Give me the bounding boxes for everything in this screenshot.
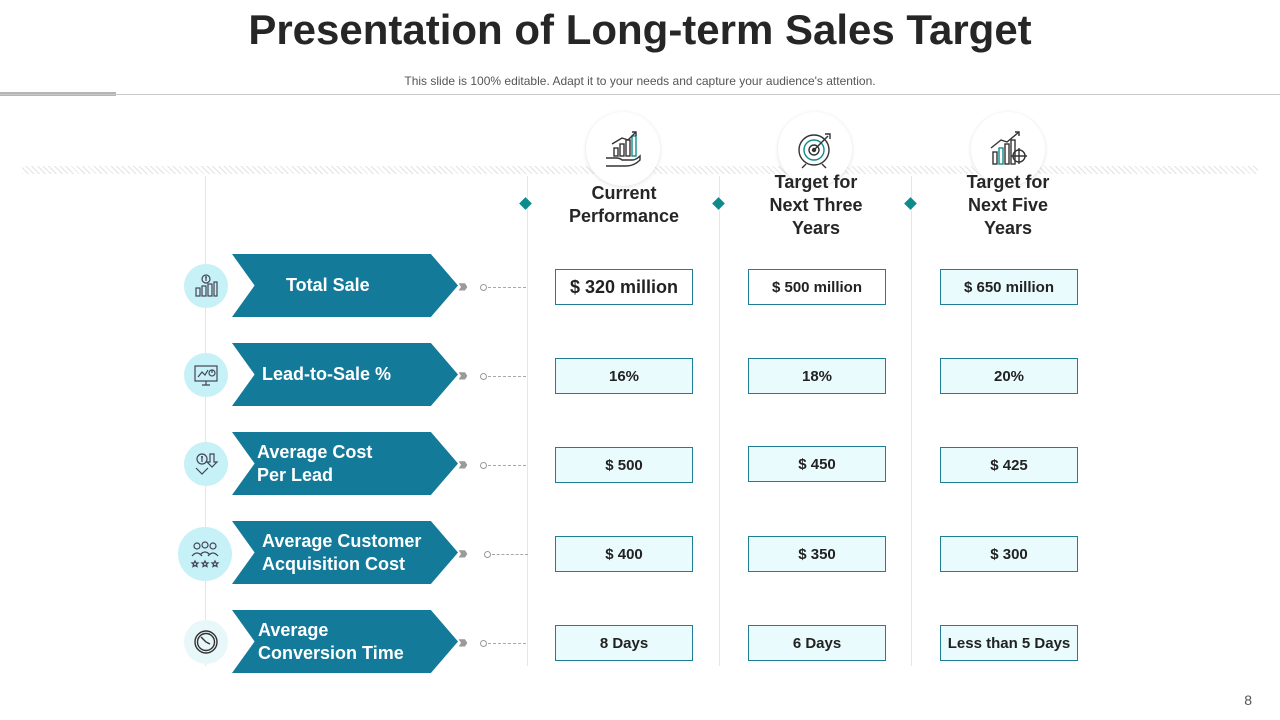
hand-growth-chart-icon (586, 112, 660, 186)
chevron-right-icon: ››› (458, 365, 468, 385)
connector-line (488, 465, 526, 466)
dollar-down-arrow-icon (184, 442, 228, 486)
row-label-total-sale: Total Sale (232, 254, 458, 317)
value-cell: $ 350 (748, 536, 886, 572)
column-header-line: Target for (966, 172, 1050, 192)
value-cell: 20% (940, 358, 1078, 394)
value-cell: $ 500 (555, 447, 693, 483)
row-label-text: Average Cost (257, 441, 373, 462)
slide-subtitle: This slide is 100% editable. Adapt it to… (404, 74, 876, 88)
value-cell: $ 320 million (555, 269, 693, 305)
guide-line-col1 (527, 176, 528, 666)
monitor-chart-icon (184, 353, 228, 397)
connector-dot (480, 462, 487, 469)
row-label-average-customer-acquisition-cost: Average Customer Acquisition Cost (232, 521, 458, 584)
connector-line (488, 287, 526, 288)
connector-line (488, 643, 526, 644)
value-cell: $ 400 (555, 536, 693, 572)
connector-dot (484, 551, 491, 558)
connector-dot (480, 640, 487, 647)
chevron-right-icon: ››› (458, 632, 468, 652)
row-label-text: Per Lead (257, 464, 334, 485)
page-number: 8 (1244, 692, 1252, 708)
row-label-lead-to-sale: Lead-to-Sale % (232, 343, 458, 406)
bar-chart-crosshair-icon (971, 112, 1045, 186)
column-header-line: Performance (568, 206, 680, 226)
value-cell: 16% (555, 358, 693, 394)
value-cell: $ 650 million (940, 269, 1078, 305)
target-dartboard-icon (778, 112, 852, 186)
chevron-right-icon: ››› (458, 543, 468, 563)
connector-dot (480, 373, 487, 380)
column-header-line: Next Five (967, 195, 1049, 215)
connector-dot (480, 284, 487, 291)
value-cell: $ 450 (748, 446, 886, 482)
column-header-line: Next Three (769, 195, 863, 215)
column-header-line: Current (591, 183, 657, 203)
value-cell: 8 Days (555, 625, 693, 661)
connector-line (492, 554, 528, 555)
column-header-three-years: Target for Next Three Years (721, 171, 911, 240)
slide-title: Presentation of Long-term Sales Target (248, 6, 1032, 53)
value-cell: $ 500 million (748, 269, 886, 305)
row-label-text: Conversion Time (258, 642, 404, 663)
row-label-text: Average Customer (262, 530, 422, 551)
value-cell: $ 425 (940, 447, 1078, 483)
value-cell: 18% (748, 358, 886, 394)
chevron-right-icon: ››› (458, 276, 468, 296)
row-label-text: Total Sale (286, 275, 370, 295)
customer-group-stars-icon (178, 527, 232, 581)
value-cell: 6 Days (748, 625, 886, 661)
row-label-text: Acquisition Cost (262, 553, 405, 574)
money-bars-icon (184, 264, 228, 308)
column-header-current: Current Performance (529, 182, 719, 228)
connector-line (488, 376, 526, 377)
title-rule (0, 94, 1280, 95)
row-label-text: Lead-to-Sale % (262, 364, 392, 384)
guide-line-left (205, 176, 206, 666)
column-header-five-years: Target for Next Five Years (913, 171, 1103, 240)
column-header-line: Target for (774, 172, 858, 192)
guide-line-col2 (719, 176, 720, 666)
row-label-average-conversion-time: Average Conversion Time (232, 610, 458, 673)
guide-line-col3 (911, 176, 912, 666)
value-cell: Less than 5 Days (940, 625, 1078, 661)
value-cell: $ 300 (940, 536, 1078, 572)
chevron-right-icon: ››› (458, 454, 468, 474)
column-header-line: Years (791, 218, 841, 238)
row-label-text: Average (258, 619, 329, 640)
row-label-average-cost-per-lead: Average Cost Per Lead (232, 432, 458, 495)
column-header-line: Years (983, 218, 1033, 238)
clock-icon (184, 620, 228, 664)
